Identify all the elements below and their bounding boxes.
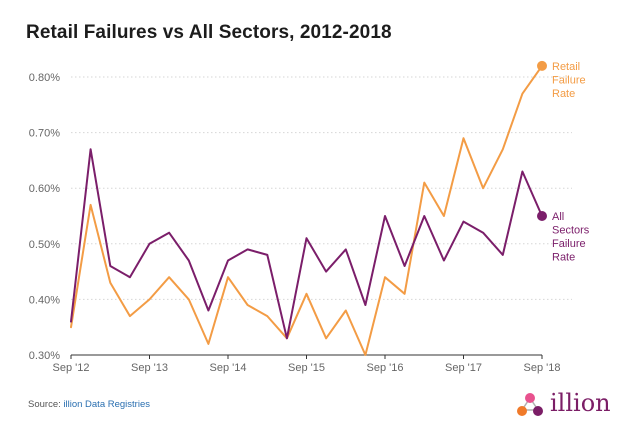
y-tick-label: 0.80% — [29, 72, 60, 84]
x-tick-label: Sep '13 — [131, 362, 168, 374]
legend-layer: Retail Failure Rate All Sectors Failure Rate — [552, 61, 590, 264]
illion-logo: illion — [510, 389, 611, 420]
all-sectors-series-label: All Sectors Failure Rate — [552, 211, 590, 264]
all-sectors-end-marker — [537, 211, 547, 221]
y-tick-label: 0.30% — [29, 350, 60, 362]
illion-molecule-logo-icon — [517, 393, 543, 416]
y-tick-label: 0.70% — [29, 128, 60, 140]
chart-title: Retail Failures vs All Sectors, 2012-201… — [26, 22, 392, 43]
x-tick-label: Sep '16 — [367, 362, 404, 374]
source-link[interactable]: illion Data Registries — [63, 399, 150, 410]
x-tick-label: Sep '12 — [53, 362, 90, 374]
all-sectors-series-line — [70, 148, 543, 340]
y-tick-label: 0.40% — [29, 294, 60, 306]
retail-series-label: Retail Failure Rate — [552, 61, 586, 100]
logo-dot-orange — [517, 406, 527, 416]
axis-layer: 0.30% 0.40% 0.50% 0.60% 0.70% 0.80% Sep '12 Sep… — [29, 72, 561, 374]
x-tick-label: Sep '18 — [524, 362, 561, 374]
source-label: Source: — [28, 399, 61, 410]
y-tick-label: 0.50% — [29, 239, 60, 251]
x-tick-label: Sep '15 — [288, 362, 325, 374]
retail-end-marker — [537, 60, 547, 71]
logo-text: illion — [550, 389, 611, 417]
logo-dot-pink — [525, 393, 535, 403]
y-tick-label: 0.60% — [29, 183, 60, 195]
retail-series-line — [70, 64, 543, 356]
grid-layer — [71, 76, 572, 300]
series-layer — [70, 60, 547, 356]
source-note: Source: illion Data Registries — [28, 399, 150, 410]
x-tick-label: Sep '17 — [445, 362, 482, 374]
x-tick-label: Sep '14 — [210, 362, 247, 374]
logo-dot-purple — [533, 406, 543, 416]
